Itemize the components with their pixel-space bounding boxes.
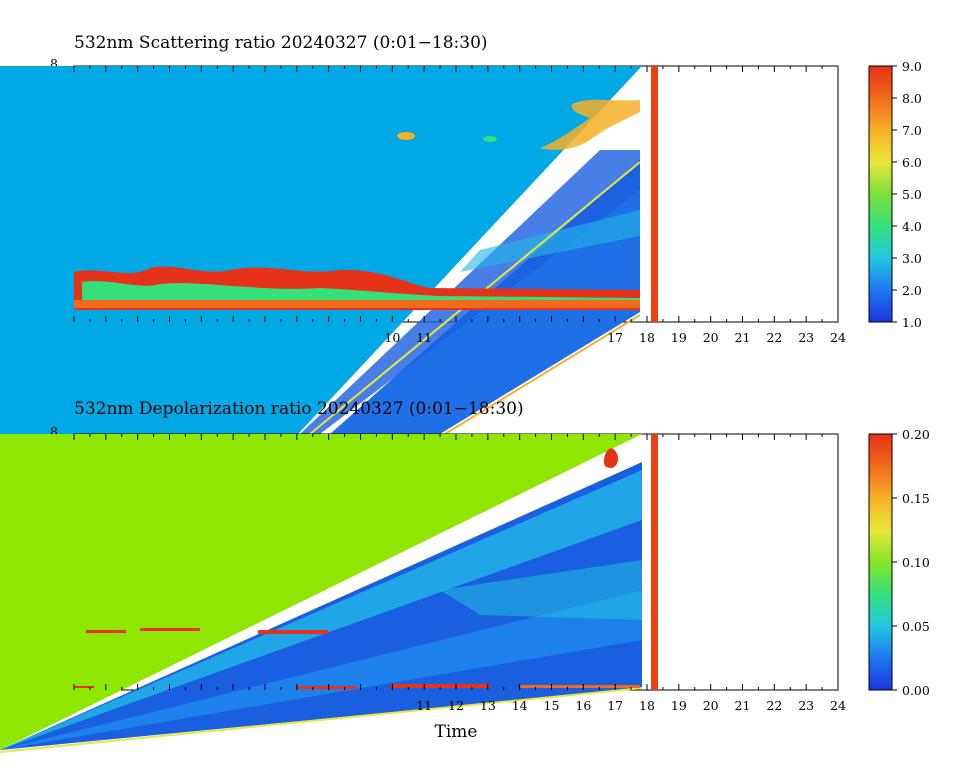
depolarization-aerosol	[258, 630, 328, 634]
scattering-small-cloud	[397, 132, 415, 140]
depolarization-x-tick-label: 20	[703, 698, 719, 713]
depolarization-wedge-mid	[0, 590, 642, 750]
scattering-colorbar-label: 8.0	[902, 91, 922, 106]
depolarization-panel: 532nm Depolarization ratio 20240327 (0:0…	[0, 399, 930, 753]
scattering-x-tick-label: 21	[735, 330, 751, 345]
depolarization-x-tick-label: 13	[480, 698, 496, 713]
scattering-x-tick-label: 23	[798, 330, 814, 345]
depolarization-wedge-light	[0, 470, 642, 750]
depolarization-aerosol	[86, 630, 126, 633]
depolarization-x-label: Time	[435, 722, 478, 742]
depolarization-aerosol	[390, 684, 490, 688]
scattering-colorbar: 1.0 2.0 3.0 4.0 5.0 6.0 7.0 8.0 9.0	[868, 59, 922, 330]
scattering-edge-line	[444, 314, 641, 435]
depolarization-edge-line	[0, 687, 643, 753]
depolarization-colorbar-scale	[868, 433, 893, 691]
depolarization-colorbar-label: 0.05	[902, 619, 930, 634]
depolarization-x-tick-label: 16	[575, 698, 591, 713]
scattering-streak	[460, 210, 640, 272]
scattering-low-cloud-core	[82, 281, 640, 304]
depolarization-field	[0, 434, 642, 750]
depolarization-colorbar-label: 0.00	[902, 683, 930, 698]
scattering-y-top-tick: 8	[50, 56, 58, 71]
depolarization-aerosol	[74, 686, 94, 688]
scattering-end-marker	[651, 66, 658, 322]
scattering-x-tick-label: 19	[671, 330, 687, 345]
scattering-x-tick-label: 22	[766, 330, 782, 345]
depolarization-colorbar-label: 0.15	[902, 491, 930, 506]
scattering-x-tick-label: 10	[384, 330, 400, 345]
scattering-x-axis: 10 11 17 18 19 20 21 22 23 24	[73, 66, 846, 345]
depolarization-x-tick-label: 19	[671, 698, 687, 713]
depolarization-streak	[440, 560, 642, 620]
depolarization-x-axis: 11 12 13 14 15 16 17 18 19 20 21 22 23 24	[73, 434, 846, 713]
depolarization-x-tick-label: 22	[766, 698, 782, 713]
scattering-colorbar-label: 5.0	[902, 187, 922, 202]
depolarization-x-tick-label: 14	[512, 698, 528, 713]
scattering-low-cloud-base	[74, 300, 640, 308]
depolarization-y-top-tick: 8	[50, 424, 58, 439]
scattering-colorbar-label: 4.0	[902, 219, 922, 234]
depolarization-x-tick-label: 23	[798, 698, 814, 713]
scattering-colorbar-label: 2.0	[902, 283, 922, 298]
depolarization-colorbar-label: 0.10	[902, 555, 930, 570]
depolarization-aerosol	[140, 628, 200, 631]
depolarization-title: 532nm Depolarization ratio 20240327 (0:0…	[74, 399, 524, 419]
depolarization-colorbar-label: 0.20	[902, 427, 930, 442]
depolarization-x-tick-label: 24	[830, 698, 846, 713]
scattering-colorbar-label: 1.0	[902, 315, 922, 330]
depolarization-x-tick-label: 12	[448, 698, 464, 713]
scattering-x-tick-label: 17	[607, 330, 623, 345]
depolarization-end-marker	[651, 434, 658, 690]
scattering-x-tick-label: 24	[830, 330, 846, 345]
depolarization-aerosol	[520, 685, 640, 688]
scattering-colorbar-label: 6.0	[902, 155, 922, 170]
depolarization-x-tick-label: 17	[607, 698, 623, 713]
scattering-x-tick-label: 11	[416, 330, 432, 345]
depolarization-x-tick-label: 21	[735, 698, 751, 713]
depolarization-x-tick-label: 18	[639, 698, 655, 713]
scattering-colorbar-label: 3.0	[902, 251, 922, 266]
depolarization-colorbar: 0.00 0.05 0.10 0.15 0.20	[868, 427, 930, 698]
depolarization-wedge-dark	[0, 462, 642, 750]
scattering-x-tick-label: 20	[703, 330, 719, 345]
depolarization-x-tick-label: 15	[544, 698, 560, 713]
scattering-upper-cloud	[540, 99, 640, 150]
scattering-panel: 532nm Scattering ratio 20240327 (0:01−18…	[0, 33, 922, 435]
scattering-colorbar-label: 9.0	[902, 59, 922, 74]
depolarization-cloud-top	[604, 448, 619, 468]
scattering-field	[0, 66, 642, 434]
depolarization-aerosol	[296, 686, 356, 689]
scattering-colorbar-scale	[868, 65, 893, 323]
scattering-small-cloud	[483, 136, 497, 142]
scattering-x-tick-label: 18	[639, 330, 655, 345]
scattering-colorbar-label: 7.0	[902, 123, 922, 138]
depolarization-x-tick-label: 11	[416, 698, 432, 713]
scattering-title: 532nm Scattering ratio 20240327 (0:01−18…	[74, 33, 488, 53]
